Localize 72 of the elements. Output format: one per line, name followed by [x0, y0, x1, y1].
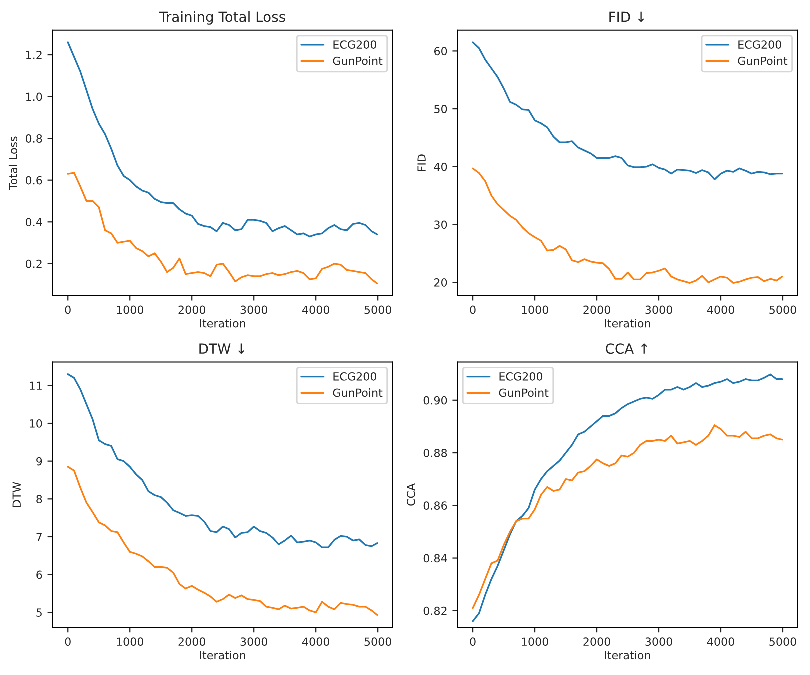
legend-label: GunPoint — [333, 388, 383, 398]
chart-title: CCA ↑ — [606, 344, 648, 354]
legend-label: GunPoint — [738, 56, 788, 66]
legend-label: ECG200 — [334, 40, 377, 49]
y-tick-label: 1.0 — [26, 92, 42, 102]
x-axis-title: Iteration — [200, 651, 246, 660]
x-tick-label: 2000 — [584, 638, 610, 646]
y-tick-label: 7 — [36, 533, 42, 542]
y-tick-label: 10 — [30, 419, 42, 428]
x-tick-label: 2000 — [584, 306, 610, 314]
y-tick-label: 60 — [434, 47, 448, 56]
x-tick-label: 0 — [65, 638, 71, 646]
line-series — [472, 374, 784, 622]
x-tick-label: 2000 — [178, 638, 206, 646]
y-tick-label: 0.86 — [424, 502, 448, 510]
x-tick-label: 0 — [65, 306, 71, 314]
legend-label: GunPoint — [333, 56, 383, 66]
y-tick-label: 0.4 — [26, 218, 42, 227]
x-tick-label: 1000 — [117, 306, 144, 314]
y-tick-label: 8 — [36, 495, 42, 504]
legend-label: ECG200 — [500, 372, 543, 381]
x-tick-label: 5000 — [770, 306, 796, 314]
y-tick-label: 0.2 — [26, 260, 42, 268]
x-tick-label: 3000 — [646, 306, 672, 314]
x-tick-label: 1000 — [522, 638, 548, 646]
y-tick-label: 30 — [434, 220, 448, 230]
y-tick-label: 0.84 — [424, 554, 448, 563]
y-tick-label: 0.82 — [424, 606, 447, 616]
y-axis-title: Total Loss — [8, 136, 18, 190]
chart-title: Training Total Loss — [159, 11, 286, 25]
y-tick-label: 11 — [30, 382, 42, 390]
x-tick-label: 5000 — [364, 306, 392, 314]
x-tick-label: 4000 — [302, 306, 330, 314]
y-axis-title: FID — [418, 154, 426, 172]
line-series — [67, 466, 378, 616]
y-tick-label: 5 — [36, 608, 42, 617]
chart-title: FID ↓ — [610, 12, 644, 22]
y-tick-label: 6 — [36, 570, 42, 580]
x-tick-label: 3000 — [240, 306, 268, 314]
x-tick-label: 3000 — [646, 638, 672, 646]
line-series — [67, 172, 378, 285]
x-tick-label: 4000 — [302, 638, 330, 646]
y-axis-title: DTW — [12, 482, 21, 508]
x-tick-label: 4000 — [707, 638, 734, 646]
y-tick-label: 1.2 — [26, 51, 42, 60]
x-axis-title: Iteration — [200, 319, 246, 328]
y-tick-label: 40 — [434, 162, 448, 172]
chart-title: DTW ↓ — [200, 344, 244, 354]
line-series — [472, 168, 784, 284]
line-series — [472, 424, 784, 610]
y-axis-title: CCA — [407, 484, 416, 506]
x-tick-label: 0 — [470, 306, 476, 314]
legend-label: ECG200 — [738, 40, 782, 49]
x-tick-label: 1000 — [117, 638, 144, 646]
y-tick-label: 50 — [434, 105, 448, 114]
x-tick-label: 5000 — [364, 638, 392, 646]
x-tick-label: 1000 — [522, 306, 548, 314]
y-tick-label: 9 — [36, 457, 42, 466]
legend-label: GunPoint — [499, 388, 549, 398]
x-tick-label: 5000 — [770, 638, 796, 646]
y-tick-label: 0.6 — [26, 176, 42, 185]
x-axis-title: Iteration — [605, 651, 650, 660]
y-tick-label: 20 — [434, 278, 448, 287]
x-tick-label: 2000 — [178, 306, 206, 314]
x-tick-label: 0 — [470, 638, 476, 646]
y-tick-label: 0.8 — [26, 134, 42, 143]
x-axis-title: Iteration — [605, 319, 650, 328]
x-tick-label: 4000 — [707, 306, 734, 314]
legend-label: ECG200 — [334, 372, 377, 381]
y-tick-label: 0.90 — [424, 396, 448, 405]
x-tick-label: 3000 — [240, 638, 268, 646]
y-tick-label: 0.88 — [424, 449, 448, 458]
